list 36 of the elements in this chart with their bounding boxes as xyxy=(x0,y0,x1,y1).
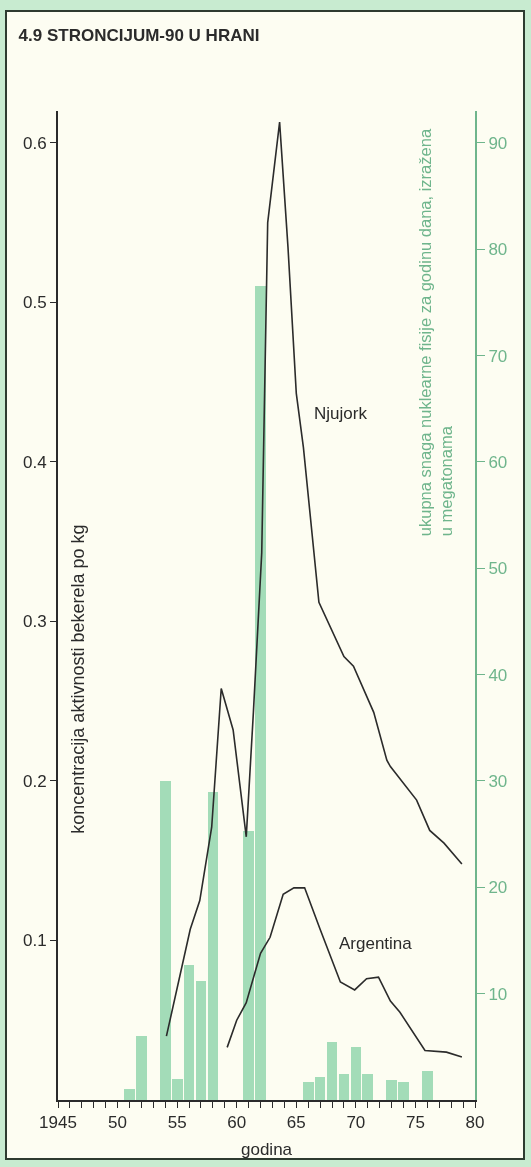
y-tick-label: 0.2 xyxy=(22,771,47,791)
y2-tick-label: 70 xyxy=(488,346,508,366)
y-tick-label: 0.1 xyxy=(22,931,47,951)
line-series xyxy=(165,121,463,1037)
x-tick-label: 65 xyxy=(286,1113,306,1133)
bar xyxy=(339,1074,349,1100)
bar xyxy=(196,981,206,1100)
x-axis-title: godina xyxy=(241,1140,293,1159)
bar xyxy=(327,1042,337,1100)
x-tick-label: 60 xyxy=(227,1113,247,1133)
x-tick-label: 80 xyxy=(465,1113,485,1133)
y2-tick-label: 20 xyxy=(488,878,508,898)
y2-tick-label: 30 xyxy=(488,771,508,791)
chart-title: 4.9 STRONCIJUM-90 U HRANI xyxy=(18,26,260,46)
line-series xyxy=(226,887,463,1058)
x-tick-label: 55 xyxy=(167,1113,187,1133)
y2-tick-label: 80 xyxy=(488,240,508,260)
x-tick-label: 75 xyxy=(405,1113,425,1133)
y-tick-label: 0.6 xyxy=(22,133,47,153)
y2-tick-label: 90 xyxy=(488,133,508,153)
series-label: Argentina xyxy=(339,934,413,953)
series-label: Njujork xyxy=(314,404,368,423)
y2-axis-title: ukupna snaga nuklearne fisije za godinu dana, izražena u megatonama xyxy=(415,128,455,537)
y2-tick-label: 40 xyxy=(488,665,508,685)
y-tick-label: 0.3 xyxy=(22,612,47,632)
bar xyxy=(208,792,218,1100)
y2-tick-label: 60 xyxy=(488,452,508,472)
x-tick-label: 50 xyxy=(108,1113,128,1133)
y-tick-label: 0.5 xyxy=(22,293,47,313)
y-axis-title: koncentracija aktivnosti bekerela po kg xyxy=(68,524,89,834)
y2-tick-label: 50 xyxy=(488,559,508,579)
y-tick-label: 0.4 xyxy=(22,452,47,472)
bar xyxy=(422,1071,433,1100)
y2-tick-label: 10 xyxy=(488,984,508,1004)
x-tick-label: 1945 xyxy=(39,1113,77,1133)
x-tick-label: 70 xyxy=(346,1113,366,1133)
